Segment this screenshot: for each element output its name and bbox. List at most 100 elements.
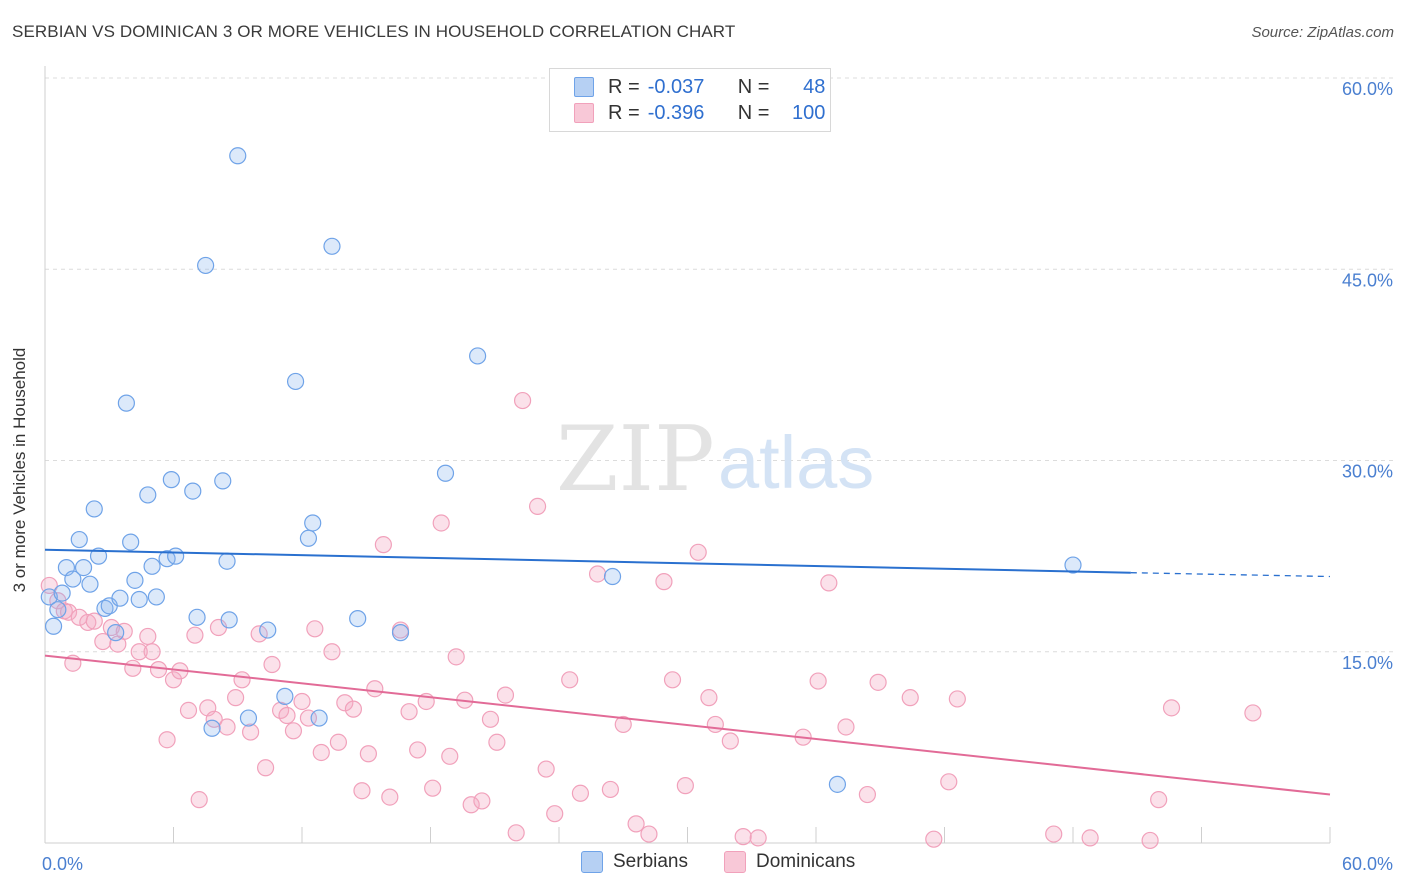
dominican-point xyxy=(537,760,555,778)
serbian-point xyxy=(828,775,847,793)
stats-legend: R = -0.037 N = 48 R = -0.396 N = 100 xyxy=(549,68,831,132)
serbians-trend-extension xyxy=(1130,572,1331,578)
dominican-point xyxy=(115,622,133,640)
dominican-point xyxy=(409,741,427,759)
dominican-point xyxy=(721,732,739,750)
serbian-point xyxy=(349,609,367,628)
dominican-point xyxy=(1244,704,1262,722)
dominican-point xyxy=(513,391,532,410)
dominican-point xyxy=(284,722,303,740)
source-label: Source: ZipAtlas.com xyxy=(1251,24,1394,41)
dominican-point xyxy=(447,648,465,666)
dominican-point xyxy=(663,671,682,689)
serbian-point xyxy=(1064,556,1082,574)
dominican-point xyxy=(323,643,341,661)
dominican-point xyxy=(940,773,958,791)
dominican-point xyxy=(689,543,707,561)
serbian-point xyxy=(188,608,206,626)
dominican-point xyxy=(359,745,377,763)
legend-item-serbians[interactable]: Serbians xyxy=(581,851,688,873)
serbian-point xyxy=(53,584,71,602)
dominicans-legend-label: Dominicans xyxy=(756,851,856,872)
trend-lines xyxy=(44,548,1331,796)
dominicans-legend-swatch xyxy=(724,851,746,873)
serbians-trend-line xyxy=(44,548,1131,574)
dominican-point xyxy=(250,625,268,643)
chart-title: SERBIAN VS DOMINICAN 3 OR MORE VEHICLES … xyxy=(12,22,736,41)
serbian-point xyxy=(218,552,236,570)
dominican-point xyxy=(278,706,296,725)
serbian-point xyxy=(197,256,215,275)
serbian-point xyxy=(259,621,277,639)
serbian-point xyxy=(107,624,125,642)
legend-r-label: R = xyxy=(608,101,640,124)
serbians-swatch xyxy=(574,77,594,97)
dominican-point xyxy=(329,733,348,751)
dominican-point xyxy=(462,796,480,814)
dominican-point xyxy=(1150,791,1168,809)
dominican-point xyxy=(227,689,245,707)
dominican-point xyxy=(85,612,103,630)
serbian-point xyxy=(323,237,341,255)
dominican-point xyxy=(901,689,919,707)
dominican-point xyxy=(242,723,260,741)
dominican-point xyxy=(546,805,564,823)
watermark-zip: ZIP xyxy=(556,407,715,512)
serbians-points xyxy=(40,147,1082,793)
dominicans-swatch xyxy=(574,103,594,123)
dominican-point xyxy=(59,603,78,621)
dominican-point xyxy=(749,829,767,847)
dominican-point xyxy=(528,497,547,515)
serbian-point xyxy=(162,471,180,489)
dominican-point xyxy=(336,694,354,712)
serbian-point xyxy=(74,558,93,577)
x-tick-label-1: 60.0% xyxy=(1342,854,1393,874)
legend-item-dominicans[interactable]: Dominicans xyxy=(724,851,855,873)
serbian-point xyxy=(436,464,455,482)
serbians-legend-label: Serbians xyxy=(613,851,688,872)
serbian-point xyxy=(167,547,185,565)
dominican-point xyxy=(143,643,161,661)
serbian-point xyxy=(64,570,82,588)
serbian-point xyxy=(130,590,148,609)
serbian-point xyxy=(147,588,165,606)
dominican-point xyxy=(1162,699,1181,717)
legend-r-label: R = xyxy=(608,75,640,98)
serbian-point xyxy=(603,567,622,586)
dominican-point xyxy=(809,672,827,690)
dominican-point xyxy=(925,830,943,848)
serbian-point xyxy=(70,530,88,549)
serbian-point xyxy=(276,687,294,705)
dominican-point xyxy=(432,514,450,532)
serbian-point xyxy=(391,624,410,642)
legend-n-serbians: 48 xyxy=(803,75,826,98)
dominican-point xyxy=(655,573,673,591)
dominican-point xyxy=(507,824,525,842)
serbian-point xyxy=(89,547,108,565)
y-axis-label: 3 or more Vehicles in Household xyxy=(10,347,29,593)
dominican-point xyxy=(734,828,752,846)
serbian-point xyxy=(203,719,221,737)
dominican-point xyxy=(1081,829,1099,847)
dominican-point xyxy=(473,792,491,810)
serbian-point xyxy=(81,575,99,593)
y-tick-label-2: 45.0% xyxy=(1342,270,1393,290)
dominican-point xyxy=(79,613,97,632)
legend-n-label: N = xyxy=(737,101,770,124)
series-legend: Serbians Dominicans xyxy=(0,851,1406,877)
dominican-point xyxy=(263,655,281,674)
dominican-point xyxy=(481,710,500,728)
dominican-point xyxy=(312,743,330,762)
dominican-point xyxy=(306,620,324,638)
serbian-point xyxy=(286,372,305,391)
serbian-point xyxy=(299,529,318,547)
dominican-point xyxy=(130,643,148,661)
dominican-point xyxy=(164,671,183,689)
dominican-point xyxy=(869,673,887,691)
dominican-point xyxy=(366,680,384,698)
dominican-point xyxy=(588,565,607,583)
dominican-point xyxy=(190,791,208,809)
dominican-point xyxy=(571,784,590,802)
dominican-point xyxy=(706,715,724,734)
